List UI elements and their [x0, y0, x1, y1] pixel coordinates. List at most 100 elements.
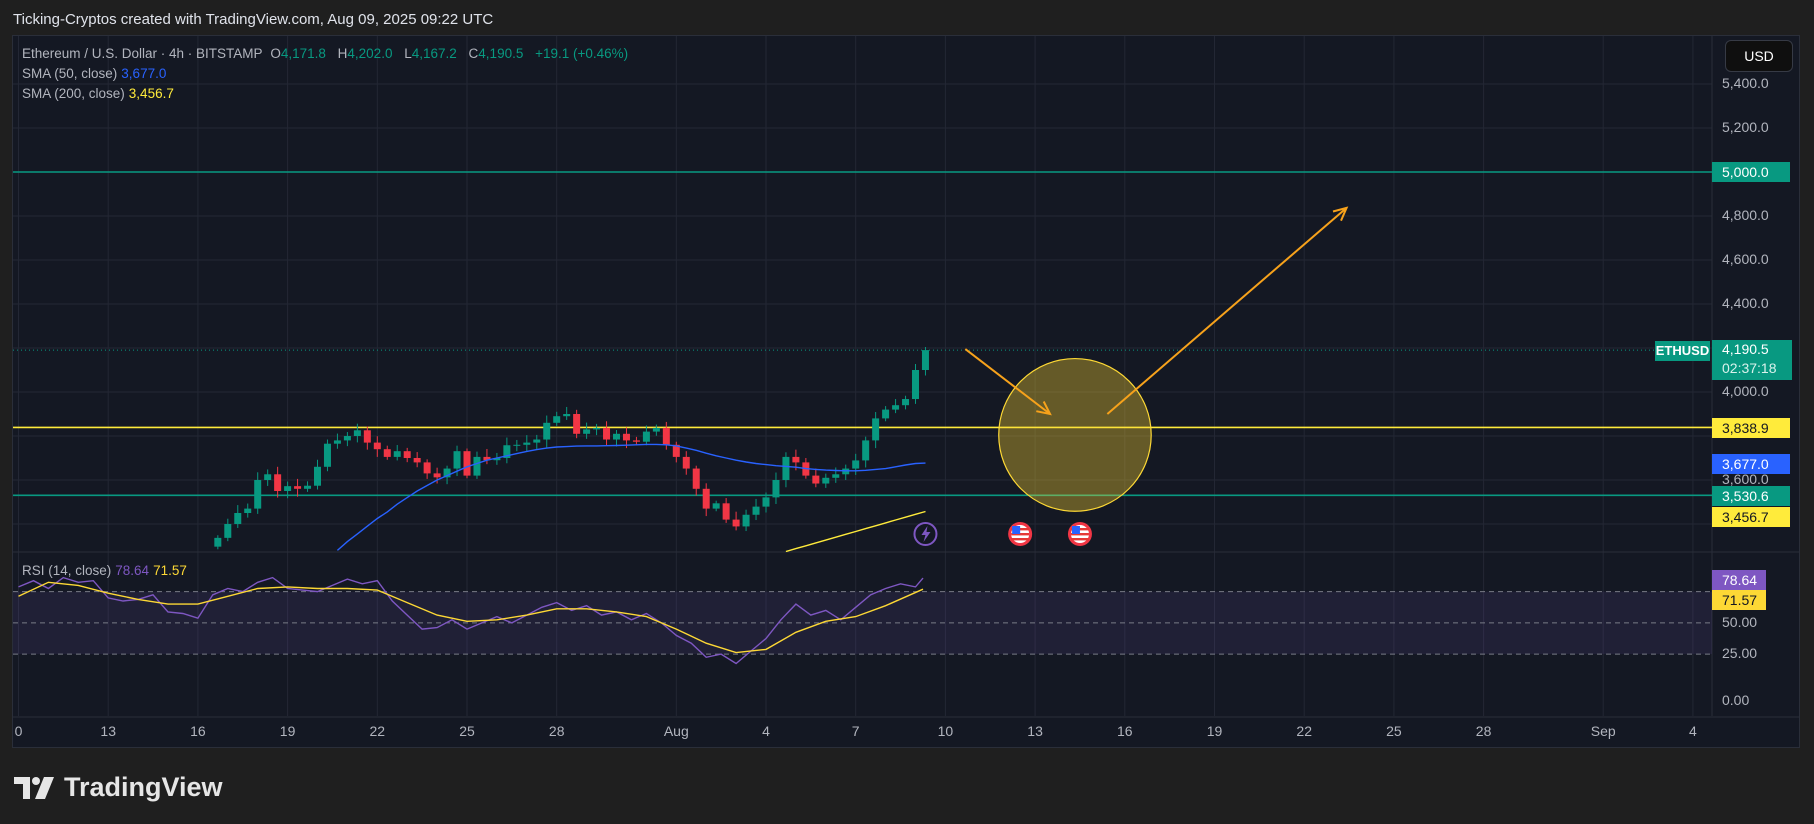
- candle: [613, 430, 620, 447]
- candle: [493, 452, 501, 465]
- candle: [214, 535, 222, 550]
- tradingview-logo-icon: [14, 776, 54, 799]
- price-axis-label: 4,000.0: [1722, 383, 1769, 399]
- bar-countdown: 02:37:18: [1722, 360, 1777, 376]
- low-value: 4,167.2: [411, 46, 457, 61]
- candle: [862, 436, 870, 468]
- candle-body: [882, 409, 890, 419]
- time-axis-label: 25: [1386, 723, 1402, 739]
- high-label: H: [337, 46, 348, 61]
- price-axis-label: 5,400.0: [1722, 75, 1769, 91]
- candle: [682, 451, 690, 475]
- candle: [642, 425, 650, 446]
- candle-body: [583, 429, 591, 434]
- candle: [652, 424, 660, 436]
- trend-arrow: [1106, 206, 1349, 415]
- candle: [234, 505, 242, 528]
- level-5000-tag: 5,000.0: [1712, 162, 1790, 182]
- currency-button[interactable]: USD: [1725, 40, 1793, 72]
- candle-body: [921, 350, 929, 370]
- candle-body: [513, 444, 521, 446]
- candle-body: [333, 440, 341, 444]
- time-axis-label: 28: [549, 723, 565, 739]
- rsi-label: RSI (14, close): [22, 563, 112, 578]
- candle-body: [642, 431, 650, 442]
- sma200-label: SMA (200, close): [22, 86, 125, 101]
- candle: [294, 478, 302, 497]
- time-axis-label: 19: [1207, 723, 1223, 739]
- candle-body: [343, 436, 351, 441]
- candle: [742, 509, 750, 532]
- time-axis-label: 7: [852, 723, 860, 739]
- rsi-axis-label: 25.00: [1722, 645, 1758, 662]
- candle-body: [902, 399, 910, 406]
- candle-body: [772, 480, 780, 498]
- candle-body: [274, 474, 282, 491]
- candle: [732, 511, 740, 531]
- candle-body: [543, 422, 551, 440]
- candle: [782, 452, 790, 488]
- candle: [413, 452, 421, 468]
- sma200-legend[interactable]: SMA (200, close) 3,456.7: [22, 86, 178, 101]
- candle-body: [622, 433, 630, 441]
- rsi-legend[interactable]: RSI (14, close) 78.64 71.57: [22, 563, 191, 578]
- candle: [473, 451, 481, 479]
- candle-body: [652, 427, 660, 432]
- candle-body: [244, 508, 252, 513]
- candle-body: [742, 514, 750, 527]
- tradingview-logo[interactable]: TradingView: [14, 772, 223, 803]
- candle: [702, 483, 710, 517]
- time-axis-label: 0: [15, 723, 23, 739]
- candle-body: [473, 456, 481, 476]
- price-pane: [13, 171, 1712, 552]
- candle: [314, 459, 321, 490]
- candle-body: [573, 414, 581, 434]
- sma200-tag: 3,456.7: [1712, 507, 1790, 527]
- candle: [363, 426, 371, 450]
- candle-body: [413, 458, 421, 463]
- candle: [343, 432, 351, 447]
- candle-body: [862, 440, 870, 461]
- candle-body: [872, 418, 880, 441]
- candle-body: [214, 537, 222, 547]
- candle-body: [752, 506, 760, 515]
- yellow-level-tag: 3,838.9: [1712, 418, 1790, 438]
- candle: [244, 503, 252, 518]
- candle: [822, 473, 830, 488]
- candle: [423, 459, 431, 479]
- candle: [603, 421, 611, 446]
- candle: [403, 447, 411, 463]
- candle-body: [702, 488, 710, 509]
- symbol-name[interactable]: Ethereum / U.S. Dollar · 4h · BITSTAMP: [22, 46, 263, 61]
- open-value: 4,171.8: [280, 46, 326, 61]
- rsi-line: [18, 576, 924, 665]
- us-flag-canton: [1012, 526, 1021, 534]
- candle: [274, 466, 282, 498]
- us-flag-icon[interactable]: [1008, 522, 1033, 546]
- close-label: C: [468, 46, 479, 61]
- time-axis-label: 28: [1476, 723, 1492, 739]
- sma50-legend[interactable]: SMA (50, close) 3,677.0: [22, 66, 170, 81]
- candle: [583, 422, 591, 439]
- lightning-icon[interactable]: [913, 522, 938, 546]
- candle: [463, 448, 471, 479]
- candle: [593, 423, 601, 436]
- last-price: 4,190.5: [1722, 341, 1769, 357]
- candle: [333, 433, 341, 449]
- arrow-shaft: [1106, 207, 1348, 415]
- candle-body: [603, 427, 611, 440]
- candle: [483, 448, 491, 465]
- candle-body: [353, 430, 361, 436]
- candle-body: [523, 442, 531, 445]
- symbol-tag: ETHUSD: [1655, 341, 1710, 361]
- candle-body: [314, 466, 321, 486]
- us-flag-icon[interactable]: [1067, 522, 1092, 546]
- time-axis-label: 4: [1689, 723, 1697, 739]
- candle-body: [912, 370, 919, 400]
- us-flag-stripe: [1011, 538, 1030, 541]
- candle-body: [453, 451, 461, 469]
- sma200-line: [785, 510, 926, 552]
- chart-attribution: Ticking-Cryptos created with TradingView…: [13, 11, 494, 28]
- candle-body: [323, 443, 331, 467]
